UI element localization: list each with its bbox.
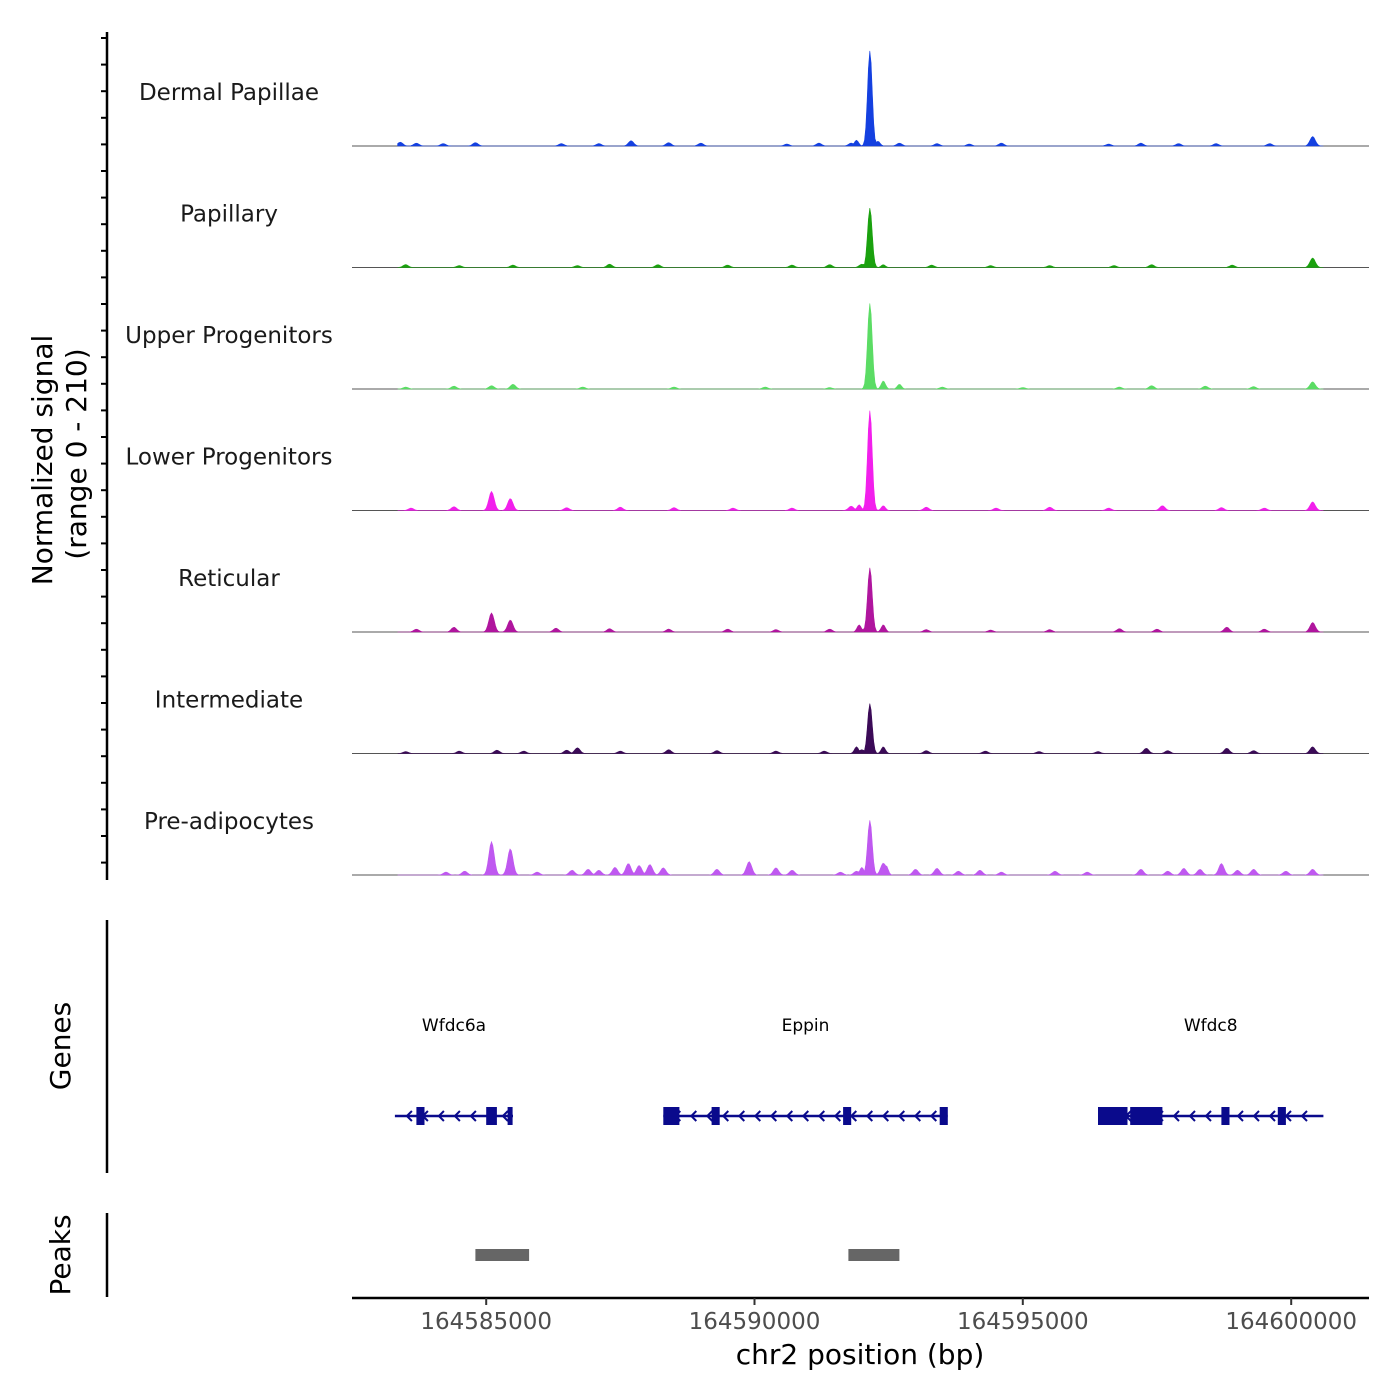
gene-exon [1277,1107,1286,1125]
track-label: Lower Progenitors [126,445,333,471]
gene-wfdc8: Wfdc8 [1098,1016,1324,1125]
track-signal-area [397,208,1324,268]
gene-annotations: Wfdc6a Eppin Wfdc8 [394,1016,1324,1125]
genes-axis-title: Genes [44,1002,77,1090]
gene-exon [711,1107,720,1125]
x-axis-title: chr2 position (bp) [736,1338,985,1371]
strand-arrow [1284,1110,1292,1122]
track-signal-area [397,820,1324,876]
strand-arrow [737,1110,746,1122]
strand-arrow [801,1110,810,1122]
track-upper-progenitors: Upper Progenitors [125,303,1369,390]
strand-arrow [833,1110,842,1122]
strand-arrow [929,1110,938,1122]
strand-arrow [1236,1110,1244,1122]
gene-exon [939,1107,948,1125]
peak-regions [475,1249,900,1261]
gene-label: Wfdc8 [1184,1016,1238,1036]
strand-arrow [721,1110,730,1122]
coverage-tracks: Dermal Papillae Papillary Upper Progenitor… [125,50,1369,876]
x-tick-label: 164600000 [1225,1309,1357,1335]
x-tick-label: 164585000 [420,1309,552,1335]
signal-axis-title-line1: Normalized signal [26,335,59,586]
strand-arrow [817,1110,826,1122]
gene-exon [1221,1107,1230,1125]
strand-arrow [453,1110,461,1122]
gene-exon [416,1107,425,1125]
gene-wfdc6a: Wfdc6a [394,1016,513,1125]
x-tick-label: 164595000 [957,1309,1089,1335]
track-dermal-papillae: Dermal Papillae [139,50,1369,147]
signal-axis-title-line2: (range 0 - 210) [60,348,93,559]
gene-label: Wfdc6a [422,1016,486,1036]
strand-arrow [501,1110,509,1122]
track-lower-progenitors: Lower Progenitors [126,410,1369,511]
strand-arrow [753,1110,762,1122]
strand-arrow [865,1110,874,1122]
track-papillary: Papillary [180,202,1369,268]
peak-region [848,1249,900,1261]
strand-arrow [769,1110,778,1122]
strand-arrow [897,1110,906,1122]
track-label: Intermediate [155,688,303,714]
track-label: Upper Progenitors [125,323,333,349]
strand-arrow [1188,1110,1196,1122]
track-label: Pre-adipocytes [144,809,314,835]
track-signal-area [397,567,1324,633]
gene-exon [1098,1107,1128,1125]
strand-arrow [881,1110,890,1122]
track-signal-area [397,703,1324,754]
gene-exon [663,1107,680,1125]
strand-arrow [469,1110,477,1122]
peaks-axis-title: Peaks [44,1214,77,1295]
strand-arrow [705,1110,714,1122]
gene-exon [507,1107,513,1125]
gene-exon [486,1107,497,1125]
track-intermediate: Intermediate [155,688,1369,754]
gene-label: Eppin [782,1016,830,1036]
strand-arrow [1268,1110,1276,1122]
strand-arrow [849,1110,858,1122]
track-label: Reticular [178,566,280,592]
x-tick-label: 164590000 [689,1309,821,1335]
strand-arrow [785,1110,794,1122]
strand-arrow [405,1110,413,1122]
signal-y-axis [101,32,109,880]
strand-arrow [1300,1110,1308,1122]
gene-eppin: Eppin [663,1016,948,1125]
track-reticular: Reticular [178,566,1369,633]
gene-exon [1130,1107,1163,1125]
gene-exon [843,1107,852,1125]
peak-region [475,1249,530,1261]
track-label: Papillary [180,202,278,228]
track-signal-area [397,50,1324,147]
strand-arrow [689,1110,698,1122]
strand-arrow [1172,1110,1180,1122]
strand-arrow [1204,1110,1212,1122]
strand-arrow [913,1110,922,1122]
strand-arrow [1252,1110,1260,1122]
track-pre-adipocytes: Pre-adipocytes [144,809,1369,876]
track-signal-area [397,303,1324,390]
track-label: Dermal Papillae [139,80,319,106]
track-signal-area [397,410,1324,511]
strand-arrow [437,1110,445,1122]
x-axis-ticks: 164585000 164590000 164595000 164600000 [420,1298,1357,1335]
